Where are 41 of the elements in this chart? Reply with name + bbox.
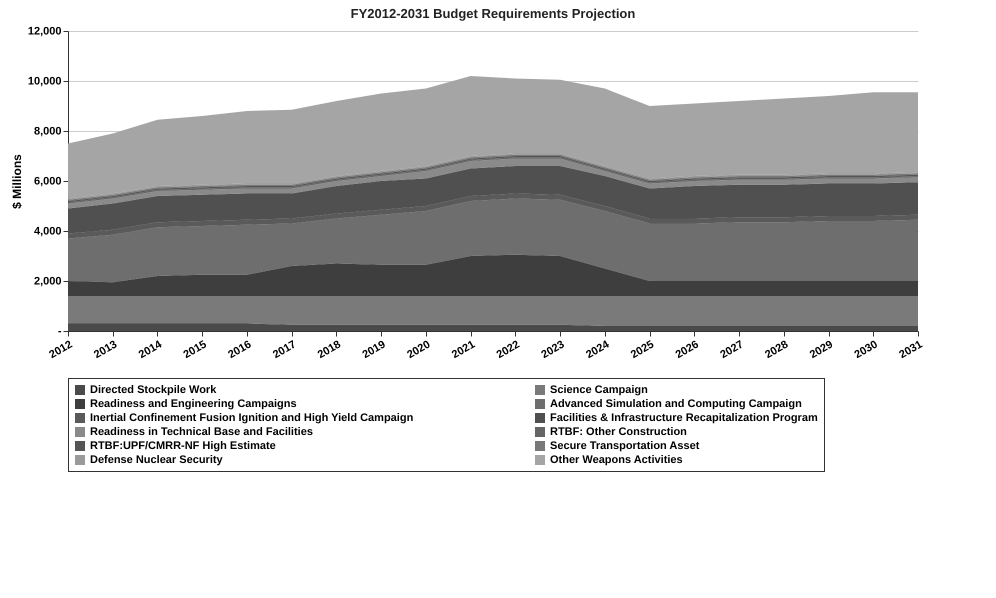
legend-label: Readiness in Technical Base and Facilities bbox=[90, 426, 313, 438]
x-tick-label: 2017 bbox=[270, 338, 298, 362]
y-tick-label: 6,000 bbox=[34, 176, 62, 188]
x-tick-label: 2012 bbox=[47, 338, 74, 362]
legend-label: Advanced Simulation and Computing Campaign bbox=[550, 398, 802, 410]
x-tick-label: 2019 bbox=[360, 338, 388, 362]
x-tick-label: 2025 bbox=[628, 338, 656, 362]
x-tick-label: 2026 bbox=[674, 338, 701, 362]
y-tick-label: 8,000 bbox=[34, 126, 62, 138]
x-tick-label: 2028 bbox=[763, 338, 790, 362]
x-tick-label: 2016 bbox=[226, 338, 254, 362]
y-tick-label: 12,000 bbox=[28, 26, 62, 38]
x-tick-label: 2023 bbox=[539, 338, 567, 362]
x-tick-label: 2015 bbox=[182, 338, 209, 362]
x-tick-label: 2014 bbox=[136, 338, 165, 362]
x-tick-label: 2029 bbox=[808, 338, 836, 362]
chart-title: FY2012-2031 Budget Requirements Projection bbox=[350, 6, 636, 21]
legend-label: Secure Transportation Asset bbox=[550, 440, 700, 452]
legend-label: Inertial Confinement Fusion Ignition and High Yield Campaign bbox=[90, 412, 414, 424]
y-tick-label: 10,000 bbox=[28, 76, 62, 88]
x-tick-label: 2031 bbox=[897, 338, 924, 362]
x-tick-label: 2030 bbox=[852, 338, 880, 362]
legend-label: Facilities & Infrastructure Recapitalization Program bbox=[550, 412, 818, 424]
x-tick-label: 2027 bbox=[718, 338, 746, 362]
legend-label: RTBF:UPF/CMRR-NF High Estimate bbox=[90, 440, 276, 452]
y-tick-label: - bbox=[58, 326, 62, 338]
legend-label: Science Campaign bbox=[550, 384, 648, 396]
x-tick-label: 2018 bbox=[316, 338, 343, 362]
x-tick-label: 2022 bbox=[494, 338, 522, 362]
y-axis-title: $ Millions bbox=[10, 154, 24, 209]
y-tick-label: 2,000 bbox=[34, 276, 62, 288]
x-tick-label: 2020 bbox=[405, 338, 432, 362]
legend-label: Defense Nuclear Security bbox=[90, 454, 224, 466]
y-tick-label: 4,000 bbox=[34, 226, 62, 238]
legend-label: Readiness and Engineering Campaigns bbox=[90, 398, 297, 410]
x-tick-label: 2021 bbox=[450, 338, 478, 362]
legend-label: Directed Stockpile Work bbox=[90, 384, 218, 396]
x-tick-label: 2013 bbox=[92, 338, 120, 362]
legend-label: RTBF: Other Construction bbox=[550, 426, 688, 438]
legend-label: Other Weapons Activities bbox=[550, 454, 683, 466]
x-tick-label: 2024 bbox=[584, 338, 612, 362]
